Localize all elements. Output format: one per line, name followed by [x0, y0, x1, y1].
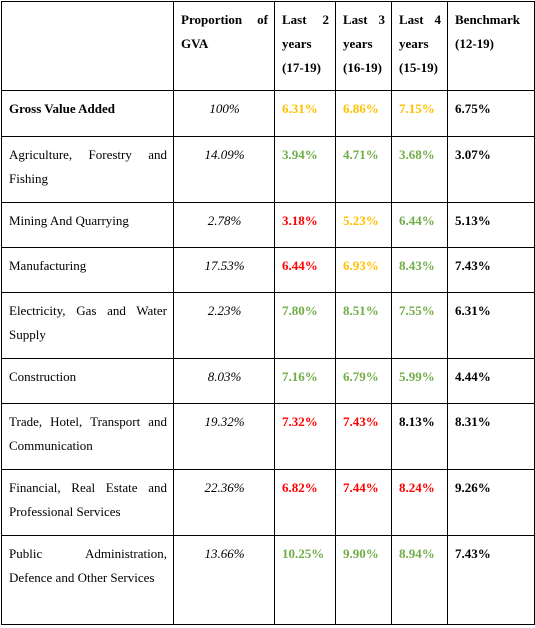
table-row: Public Administration, Defence and Other… — [1, 535, 535, 625]
benchmark-value: 3.07% — [447, 136, 535, 203]
header-cell: Last 2 years (17-19) — [274, 1, 336, 91]
growth-value: 10.25% — [274, 535, 336, 625]
gva-share: 8.03% — [173, 358, 275, 404]
growth-value: 7.32% — [274, 403, 336, 470]
growth-value: 6.44% — [274, 247, 336, 293]
sector-label: Financial, Real Estate and Professional … — [1, 469, 174, 536]
growth-value: 8.43% — [391, 247, 448, 293]
growth-value: 7.80% — [274, 292, 336, 359]
gva-share: 17.53% — [173, 247, 275, 293]
sector-label: Gross Value Added — [1, 90, 174, 137]
growth-value: 5.23% — [335, 202, 392, 248]
growth-value: 7.15% — [391, 90, 448, 137]
sector-label: Manufacturing — [1, 247, 174, 293]
benchmark-value: 9.26% — [447, 469, 535, 536]
table-row: Gross Value Added 100% 6.31% 6.86% 7.15% 6.75… — [1, 90, 535, 137]
sector-label: Agriculture, Forestry and Fishing — [1, 136, 174, 203]
table-row: Financial, Real Estate and Professional … — [1, 469, 535, 536]
sector-label: Construction — [1, 358, 174, 404]
growth-value: 6.93% — [335, 247, 392, 293]
growth-value: 8.24% — [391, 469, 448, 536]
growth-value: 7.43% — [335, 403, 392, 470]
growth-value: 7.16% — [274, 358, 336, 404]
growth-value: 7.44% — [335, 469, 392, 536]
growth-value: 6.44% — [391, 202, 448, 248]
header-cell: Benchmark (12-19) — [447, 1, 535, 91]
gva-share: 2.78% — [173, 202, 275, 248]
benchmark-value: 5.13% — [447, 202, 535, 248]
table-row: Manufacturing 17.53% 6.44% 6.93% 8.43% 7.43% — [1, 247, 535, 293]
growth-value: 6.31% — [274, 90, 336, 137]
growth-value: 3.94% — [274, 136, 336, 203]
header-cell: Last 4 years (15-19) — [391, 1, 448, 91]
gva-share: 13.66% — [173, 535, 275, 625]
table-row: Mining And Quarrying 2.78% 3.18% 5.23% 6.44%… — [1, 202, 535, 248]
header-cell: Proportion of GVA — [173, 1, 275, 91]
table-row: Trade, Hotel, Transport and Communicatio… — [1, 403, 535, 470]
gva-share: 100% — [173, 90, 275, 137]
benchmark-value: 8.31% — [447, 403, 535, 470]
sector-label: Mining And Quarrying — [1, 202, 174, 248]
header-empty — [1, 1, 174, 91]
table-row: Agriculture, Forestry and Fishing 14.09% 3… — [1, 136, 535, 203]
growth-value: 6.79% — [335, 358, 392, 404]
benchmark-value: 6.75% — [447, 90, 535, 137]
gva-share: 19.32% — [173, 403, 275, 470]
table-row: Construction 8.03% 7.16% 6.79% 5.99% 4.44% — [1, 358, 535, 404]
gva-share: 2.23% — [173, 292, 275, 359]
growth-value: 3.18% — [274, 202, 336, 248]
growth-value: 6.86% — [335, 90, 392, 137]
gva-share: 14.09% — [173, 136, 275, 203]
benchmark-value: 4.44% — [447, 358, 535, 404]
growth-value: 8.51% — [335, 292, 392, 359]
sector-label: Public Administration, Defence and Other… — [1, 535, 174, 625]
benchmark-value: 7.43% — [447, 247, 535, 293]
growth-value: 4.71% — [335, 136, 392, 203]
header-row: Proportion of GVA Last 2 years (17-19) Las… — [1, 1, 535, 91]
growth-value: 5.99% — [391, 358, 448, 404]
growth-value: 8.94% — [391, 535, 448, 625]
sector-label: Electricity, Gas and Water Supply — [1, 292, 174, 359]
growth-value: 3.68% — [391, 136, 448, 203]
sector-label: Trade, Hotel, Transport and Communicatio… — [1, 403, 174, 470]
growth-value: 8.13% — [391, 403, 448, 470]
table-row: Electricity, Gas and Water Supply 2.23% 7.… — [1, 292, 535, 359]
growth-value: 6.82% — [274, 469, 336, 536]
growth-value: 7.55% — [391, 292, 448, 359]
benchmark-value: 7.43% — [447, 535, 535, 625]
header-cell: Last 3 years (16-19) — [335, 1, 392, 91]
gva-share: 22.36% — [173, 469, 275, 536]
table-body: Gross Value Added 100% 6.31% 6.86% 7.15% 6.75… — [1, 90, 535, 625]
growth-value: 9.90% — [335, 535, 392, 625]
benchmark-value: 6.31% — [447, 292, 535, 359]
